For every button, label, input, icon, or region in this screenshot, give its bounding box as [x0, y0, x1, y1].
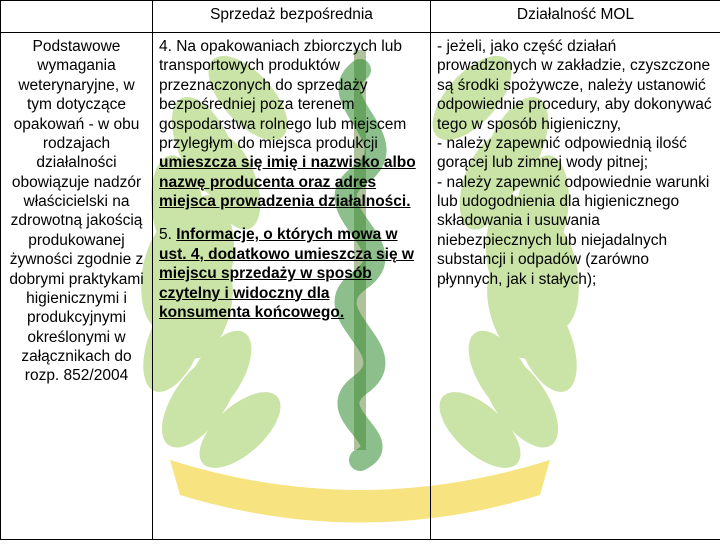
p2-prefix-text: 5. [159, 226, 176, 243]
header-cell-direct-sale: Sprzedaż bezpośrednia [153, 1, 431, 33]
mol-p2: - należy zapewnić odpowiednią ilość gorą… [437, 134, 714, 173]
cell-requirements: Podstawowe wymagania weterynaryjne, w ty… [1, 33, 153, 540]
p1-bold-text: umieszcza się imię i nazwisko albo nazwę… [159, 154, 416, 210]
cell-mol-content: - jeżeli, jako część działań prowadzonyc… [431, 33, 720, 540]
p2-bold-text: Informacje, o których mowa w ust. 4, dod… [159, 226, 414, 321]
header-cell-empty [1, 1, 153, 33]
table-header-row: Sprzedaż bezpośrednia Działalność MOL [1, 1, 720, 33]
comparison-table: Sprzedaż bezpośrednia Działalność MOL Po… [0, 0, 720, 540]
mol-p3: - należy zapewnić odpowiednie warunki lu… [437, 173, 714, 289]
mol-p1: - jeżeli, jako część działań prowadzonyc… [437, 37, 714, 134]
header-cell-mol: Działalność MOL [431, 1, 720, 33]
table-row: Podstawowe wymagania weterynaryjne, w ty… [1, 33, 720, 540]
p1-prefix-text: 4. Na opakowaniach zbiorczych lub transp… [159, 38, 406, 152]
cell-direct-sale-content: 4. Na opakowaniach zbiorczych lub transp… [153, 33, 431, 540]
